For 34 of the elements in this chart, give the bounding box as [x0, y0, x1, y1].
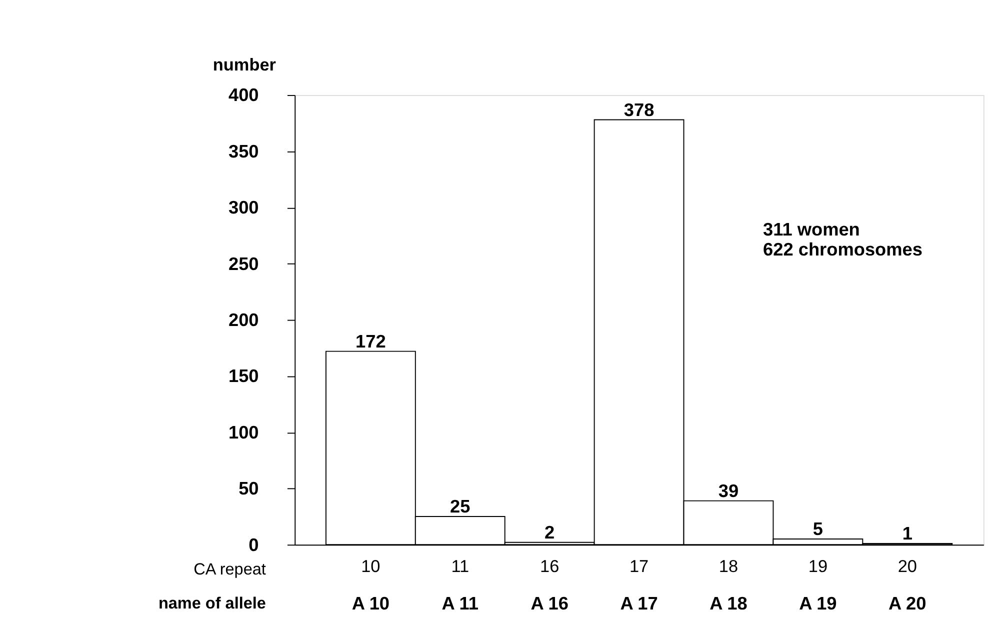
y-tick-label: 250	[228, 254, 259, 274]
y-tick-label: 0	[248, 534, 259, 555]
text: A 18	[710, 594, 748, 614]
y-tick-label: 300	[228, 198, 259, 218]
y-tick-label: 350	[228, 141, 259, 162]
data-label: 5	[812, 519, 823, 540]
x-tick-label: 17	[629, 556, 649, 576]
data-label: 172	[356, 331, 386, 352]
text: A 10	[352, 594, 390, 614]
x-tick-label: 11	[451, 556, 470, 576]
data-label: 378	[624, 100, 654, 120]
x-axis-title: CA repeat	[194, 560, 266, 578]
data-label: 25	[450, 496, 470, 517]
y-tick-label: 100	[228, 422, 259, 442]
x-tick-label: 19	[808, 556, 828, 576]
x-tick-label: 16	[540, 556, 560, 576]
text: A 19	[799, 594, 837, 614]
x-tick-label: 18	[718, 556, 738, 576]
y-tick-label: 150	[228, 366, 259, 386]
y-tick-label: 400	[228, 85, 259, 106]
text: name of allele	[158, 594, 266, 613]
x-tick-label: 10	[361, 556, 380, 576]
y-tick-label: 200	[228, 310, 259, 330]
data-label: 2	[544, 522, 555, 543]
x-tick-label: 20	[898, 556, 917, 576]
data-label: 39	[718, 480, 739, 501]
text: A 16	[530, 594, 568, 614]
annotation: 311 women 622 chromosomes	[763, 219, 922, 260]
text: A 20	[888, 594, 926, 614]
text: A 17	[620, 594, 658, 614]
data-label: 1	[902, 524, 912, 544]
y-tick-label: 50	[238, 478, 259, 499]
y-axis-title: number	[212, 54, 276, 75]
text: A 11	[442, 594, 478, 614]
